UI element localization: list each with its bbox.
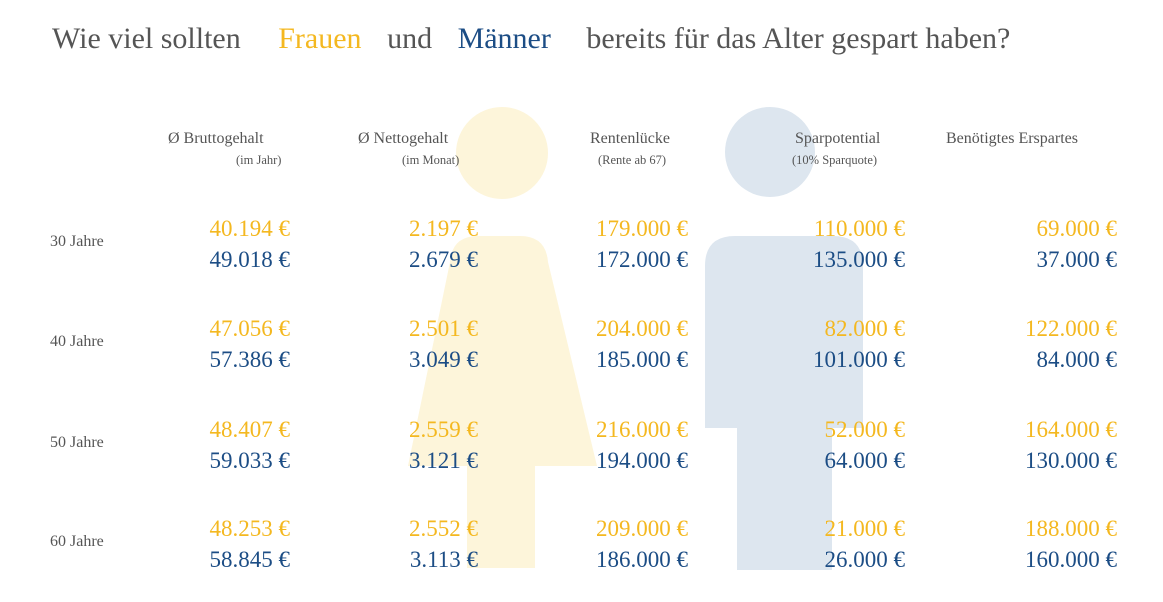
value-men: 37.000 € <box>1036 247 1118 272</box>
column-subheader: (im Jahr) <box>236 153 282 167</box>
row-label-age: 40 Jahre <box>50 333 104 350</box>
column-header: Sparpotential <box>795 130 881 147</box>
value-men: 194.000 € <box>596 448 688 473</box>
value-men: 84.000 € <box>1036 347 1118 372</box>
value-men: 172.000 € <box>596 247 688 272</box>
value-men: 160.000 € <box>1025 547 1117 572</box>
value-men: 3.121 € <box>409 448 478 473</box>
value-men: 185.000 € <box>596 347 688 372</box>
value-women: 2.501 € <box>409 316 478 341</box>
value-men: 58.845 € <box>209 547 291 572</box>
value-women: 209.000 € <box>596 516 688 541</box>
value-men: 2.679 € <box>409 247 478 272</box>
value-women: 122.000 € <box>1025 316 1117 341</box>
value-women: 110.000 € <box>813 216 905 241</box>
value-women: 204.000 € <box>596 316 688 341</box>
value-men: 57.386 € <box>209 347 291 372</box>
value-women: 164.000 € <box>1025 417 1117 442</box>
row-label-age: 60 Jahre <box>50 533 104 550</box>
value-women: 40.194 € <box>209 216 291 241</box>
value-men: 59.033 € <box>209 448 291 473</box>
value-women: 52.000 € <box>824 417 906 442</box>
column-header: Benötigtes Erspartes <box>946 130 1078 147</box>
value-men: 101.000 € <box>813 347 905 372</box>
male-figure-icon <box>705 107 863 570</box>
value-women: 216.000 € <box>596 417 688 442</box>
value-men: 186.000 € <box>596 547 688 572</box>
value-women: 2.559 € <box>409 417 478 442</box>
value-men: 49.018 € <box>209 247 291 272</box>
title-text-end: bereits für das Alter gespart haben? <box>586 22 1011 55</box>
value-men: 26.000 € <box>824 547 906 572</box>
page-title: Wie viel sollten Frauen und Männer berei… <box>52 22 1028 56</box>
value-women: 47.056 € <box>209 316 291 341</box>
row-label-age: 50 Jahre <box>50 434 104 451</box>
value-men: 3.049 € <box>409 347 478 372</box>
value-women: 82.000 € <box>824 316 906 341</box>
value-men: 135.000 € <box>813 247 905 272</box>
value-men: 3.113 € <box>409 547 478 572</box>
column-subheader: (Rente ab 67) <box>598 153 667 167</box>
value-men: 130.000 € <box>1025 448 1117 473</box>
value-women: 179.000 € <box>596 216 688 241</box>
value-women: 2.552 € <box>409 516 478 541</box>
title-women: Frauen <box>278 22 362 55</box>
column-header: Ø Bruttogehalt <box>168 130 264 147</box>
column-subheader: (im Monat) <box>402 153 460 167</box>
value-women: 188.000 € <box>1025 516 1117 541</box>
row-label-age: 30 Jahre <box>50 233 104 250</box>
title-men: Männer <box>457 22 551 55</box>
title-text: Wie viel sollten <box>52 22 241 55</box>
column-header: Rentenlücke <box>590 130 670 147</box>
column-subheader: (10% Sparquote) <box>792 153 878 167</box>
value-women: 48.407 € <box>209 417 291 442</box>
title-and: und <box>387 22 433 55</box>
value-women: 21.000 € <box>824 516 906 541</box>
column-header: Ø Nettogehalt <box>358 130 449 147</box>
value-men: 64.000 € <box>824 448 906 473</box>
value-women: 2.197 € <box>409 216 478 241</box>
value-women: 69.000 € <box>1036 216 1118 241</box>
value-women: 48.253 € <box>209 516 291 541</box>
female-figure-icon <box>408 107 597 568</box>
